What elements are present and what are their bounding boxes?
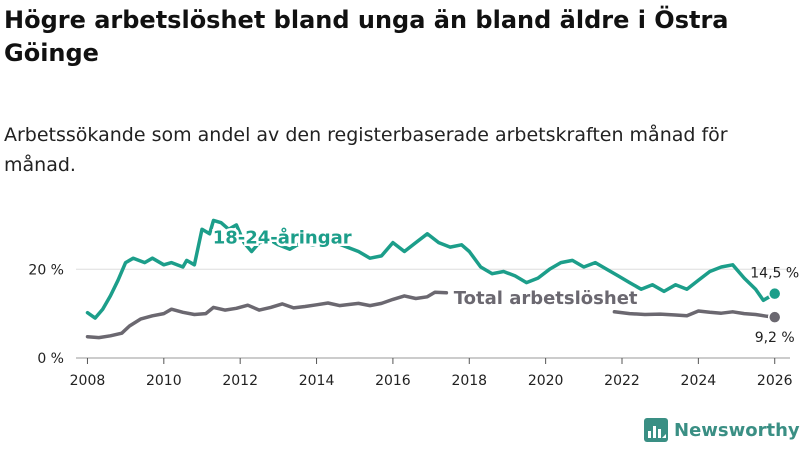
series-end-label: 14,5 %	[750, 266, 799, 282]
line-chart: 0 % 20 % 2008 2010 2012 2014 2016 2018 2020 2022…	[28, 218, 799, 389]
series-end-marker	[767, 286, 782, 301]
series-end-marker	[767, 310, 782, 324]
x-tick-label: 2018	[451, 373, 487, 389]
x-tick-label: 2024	[681, 373, 717, 389]
x-tick-label: 2008	[70, 373, 106, 389]
x-tick-label: 2014	[299, 373, 335, 389]
chart-title: Högre arbetslöshet bland unga än bland ä…	[4, 6, 729, 67]
brand-logo: Newsworthy	[644, 418, 800, 442]
series-label: 18-24-åringar	[213, 226, 352, 248]
x-tick-label: 2026	[757, 373, 793, 389]
chart-labels: 18-24-åringar Total arbetslöshet 9,2 % 14,5…	[210, 224, 799, 346]
series-end-label: 9,2 %	[755, 330, 795, 346]
chart-gridlines: 0 % 20 %	[28, 262, 790, 367]
x-tick-label: 2016	[375, 373, 411, 389]
x-tick-label: 2020	[528, 373, 564, 389]
series-label: Total arbetslöshet	[454, 288, 638, 309]
x-tick-label: 2022	[604, 373, 640, 389]
chart-subtitle: Arbetssökande som andel av den registerb…	[4, 124, 728, 176]
y-tick-label: 20 %	[28, 262, 64, 278]
chart-series	[85, 218, 777, 340]
x-axis: 2008 2010 2012 2014 2016 2018 2020 2022 2024 2026	[70, 358, 793, 389]
series-line-total-arbetslöshet-continued	[612, 309, 777, 319]
series-line-18-24-åringar	[85, 218, 777, 320]
newsworthy-logo-icon	[644, 418, 668, 442]
x-tick-label: 2010	[146, 373, 182, 389]
brand-name: Newsworthy	[674, 419, 800, 441]
series-line-total-arbetslöshet	[85, 290, 449, 340]
x-tick-label: 2012	[222, 373, 258, 389]
y-tick-label: 0 %	[37, 351, 64, 367]
